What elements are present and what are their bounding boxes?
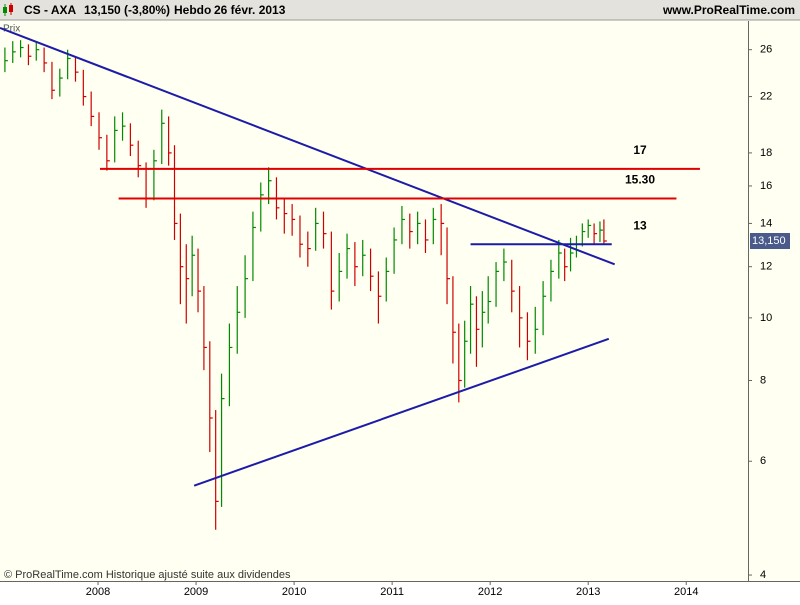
quote: 13,150 (-3,80%): [84, 3, 170, 17]
header-bar: [0, 0, 800, 20]
level-label: 15.30: [625, 173, 655, 187]
plot-area: [0, 21, 748, 581]
last-price-label: 13,150: [752, 235, 786, 247]
logo-icon: [3, 3, 13, 16]
y-label: Prix: [3, 24, 20, 35]
y-tick-label: 4: [760, 569, 766, 581]
ticker: CS - AXA: [24, 3, 77, 17]
y-tick-label: 10: [760, 312, 772, 324]
x-tick-label: 2009: [184, 586, 208, 598]
trend-line: [0, 26, 616, 266]
trend-line: [193, 337, 610, 487]
y-tick-label: 22: [760, 90, 772, 102]
y-tick-label: 14: [760, 217, 772, 229]
source: www.ProRealTime.com: [662, 3, 795, 17]
x-tick-label: 2013: [576, 586, 600, 598]
level-label: 13: [633, 218, 647, 232]
y-tick-label: 12: [760, 261, 772, 273]
y-tick-label: 6: [760, 455, 766, 467]
y-tick-label: 8: [760, 374, 766, 386]
period: Hebdo: [174, 3, 211, 17]
y-axis-area: [749, 21, 800, 581]
y-tick-label: 18: [760, 147, 772, 159]
level-label: 17: [633, 143, 647, 157]
last-price-box: [750, 233, 790, 250]
y-tick-label: 16: [760, 180, 772, 192]
x-tick-label: 2011: [380, 586, 404, 598]
x-tick-label: 2010: [282, 586, 306, 598]
x-tick-label: 2012: [478, 586, 502, 598]
x-tick-label: 2008: [86, 586, 110, 598]
date: 26 févr. 2013: [214, 3, 286, 17]
y-tick-label: 26: [760, 44, 772, 56]
x-tick-label: 2014: [674, 586, 698, 598]
footer: © ProRealTime.com Historique ajusté suit…: [4, 569, 291, 581]
